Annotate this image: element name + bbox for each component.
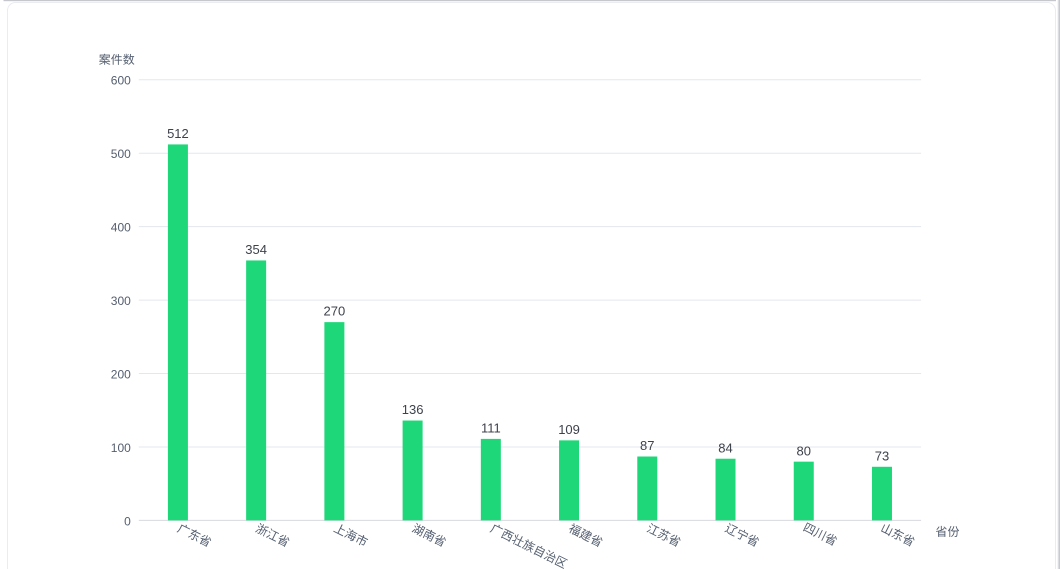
svg-text:0: 0 <box>124 514 131 528</box>
svg-text:111: 111 <box>481 420 501 435</box>
svg-text:300: 300 <box>111 294 131 308</box>
svg-text:100: 100 <box>111 441 131 455</box>
svg-text:600: 600 <box>111 74 131 88</box>
svg-text:73: 73 <box>875 448 889 463</box>
svg-text:87: 87 <box>640 438 654 453</box>
svg-text:109: 109 <box>558 422 580 437</box>
svg-text:400: 400 <box>111 221 131 235</box>
svg-text:500: 500 <box>111 147 131 161</box>
svg-text:136: 136 <box>402 402 424 417</box>
svg-text:84: 84 <box>718 440 732 455</box>
svg-text:354: 354 <box>245 242 267 257</box>
svg-text:270: 270 <box>324 304 346 319</box>
svg-text:200: 200 <box>111 367 131 381</box>
svg-text:80: 80 <box>797 443 811 458</box>
svg-text:512: 512 <box>167 126 189 141</box>
